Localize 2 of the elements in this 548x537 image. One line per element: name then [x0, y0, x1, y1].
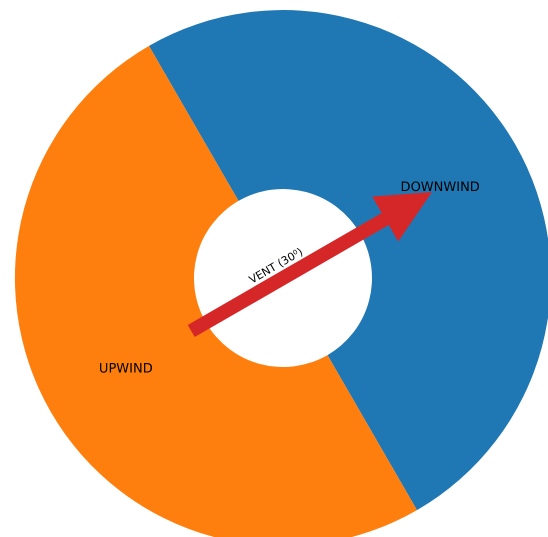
- slice-label: DOWNWIND: [400, 180, 480, 195]
- slice-label: UPWIND: [98, 361, 153, 376]
